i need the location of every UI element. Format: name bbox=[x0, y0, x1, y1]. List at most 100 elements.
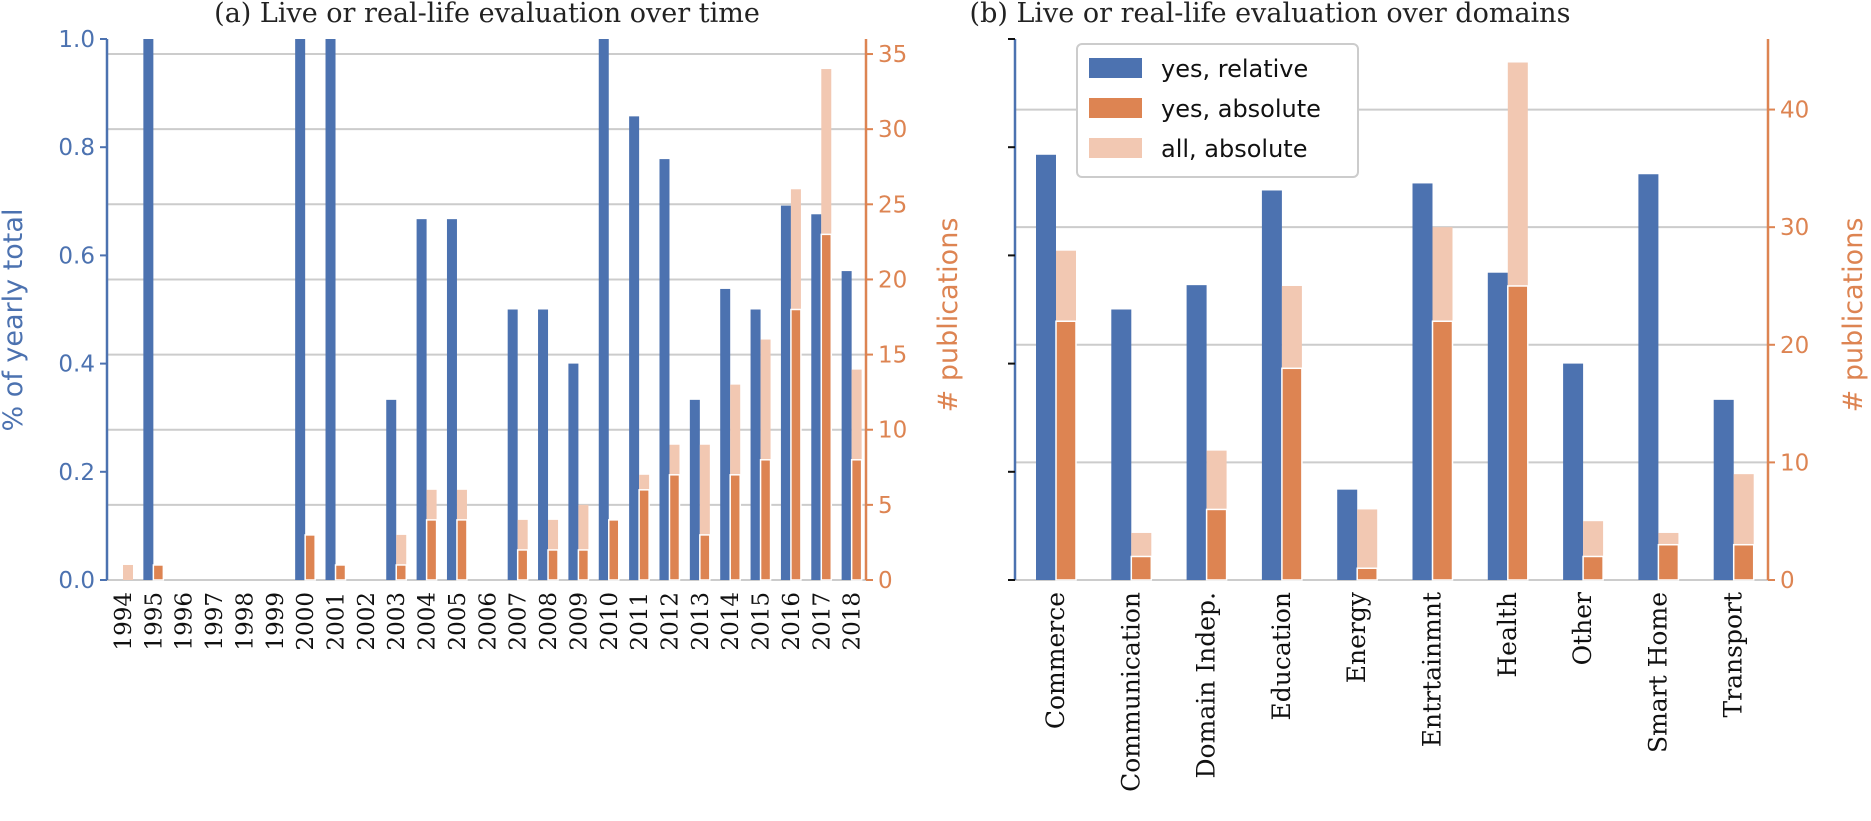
bar-relative-2015 bbox=[750, 309, 761, 580]
legend-swatch-yes-relative bbox=[1089, 58, 1142, 78]
x-tick-label-2009: 2009 bbox=[566, 592, 592, 651]
chart-title-b: (b) Live or real-life evaluation over do… bbox=[970, 0, 1571, 29]
bar-relative-2007 bbox=[507, 309, 518, 580]
bar-relative-entrtainmnt bbox=[1412, 183, 1433, 580]
x-tick-label-energy: Energy bbox=[1342, 591, 1371, 683]
y-axis-label-right-a: # publications bbox=[933, 218, 964, 413]
bar-absolute-entrtainmnt bbox=[1431, 320, 1454, 581]
bar-relative-health bbox=[1487, 272, 1508, 580]
y-tick-left-label: 0.2 bbox=[58, 460, 95, 486]
x-tick-label-2011: 2011 bbox=[627, 592, 653, 651]
bar-absolute-2014 bbox=[729, 474, 741, 581]
bar-absolute-health bbox=[1507, 285, 1529, 581]
bar-relative-energy bbox=[1337, 489, 1358, 580]
y-tick-right-label: 30 bbox=[878, 117, 907, 143]
bar-absolute-commerce bbox=[1055, 320, 1077, 581]
axes-b bbox=[1013, 39, 1770, 580]
y-tick-left-label: 0.8 bbox=[58, 135, 95, 161]
bar-absolute-education bbox=[1281, 367, 1303, 581]
x-tick-label-2013: 2013 bbox=[688, 592, 714, 651]
bar-relative-2016 bbox=[780, 205, 791, 581]
bar-relative-2001 bbox=[325, 39, 336, 580]
ticks-a: 0 5 10 15 20 25 30 35 0.0 0.2 0.4 0.6 0.8 1.0 1994 1995… bbox=[58, 27, 907, 651]
y-tick-right-label: 20 bbox=[878, 267, 907, 293]
x-tick-label-1999: 1999 bbox=[263, 592, 289, 651]
bar-absolute-1995 bbox=[152, 564, 165, 581]
bar-relative-2013 bbox=[689, 399, 700, 580]
gridlines-a bbox=[107, 53, 866, 581]
bar-relative-2014 bbox=[720, 288, 731, 580]
bar-absolute-2008 bbox=[547, 549, 559, 581]
bar-absolute-2010 bbox=[608, 519, 620, 581]
x-tick-label-entrtainmnt: Entrtainmnt bbox=[1418, 592, 1447, 747]
bar-relative-smart-home bbox=[1638, 174, 1659, 580]
y-tick-left-label: 1.0 bbox=[58, 27, 95, 53]
x-tick-label-1997: 1997 bbox=[202, 592, 228, 651]
bar-relative-2005 bbox=[446, 219, 457, 580]
legend-b: yes, relative yes, absolute all, absolute bbox=[1076, 43, 1359, 178]
bar-absolute-smart-home bbox=[1657, 543, 1680, 581]
bar-absolute-2015 bbox=[759, 459, 772, 581]
bar-absolute-2003 bbox=[395, 564, 407, 581]
legend-swatch-all-absolute bbox=[1089, 138, 1142, 158]
x-tick-label-domain-indep: Domain Indep. bbox=[1192, 592, 1221, 778]
x-tick-label-2017: 2017 bbox=[809, 592, 835, 651]
x-tick-label-2012: 2012 bbox=[657, 592, 683, 651]
x-tick-label-education: Education bbox=[1267, 592, 1296, 720]
bar-relative-2000 bbox=[295, 39, 306, 580]
x-tick-label-2018: 2018 bbox=[840, 592, 866, 651]
x-tick-label-2004: 2004 bbox=[415, 592, 441, 651]
x-tick-label-2007: 2007 bbox=[506, 592, 532, 651]
bar-all-absolute-1994 bbox=[123, 564, 133, 580]
legend-label-all-absolute: all, absolute bbox=[1161, 135, 1307, 163]
y-tick-right-label: 25 bbox=[878, 192, 907, 218]
bar-all-absolute-2009 bbox=[578, 504, 589, 580]
x-tick-label-1994: 1994 bbox=[111, 592, 137, 651]
bar-relative-2009 bbox=[568, 363, 579, 580]
bar-absolute-domain-indep bbox=[1205, 508, 1228, 581]
x-tick-label-health: Health bbox=[1493, 592, 1522, 678]
bar-absolute-2000 bbox=[304, 534, 316, 581]
bar-relative-2012 bbox=[659, 159, 670, 581]
bar-absolute-2009 bbox=[577, 549, 590, 581]
bar-absolute-2004 bbox=[425, 519, 438, 581]
bar-relative-other bbox=[1563, 363, 1584, 580]
x-tick-label-2002: 2002 bbox=[354, 592, 380, 651]
x-tick-label-1996: 1996 bbox=[172, 592, 198, 651]
y-tick-right-label: 5 bbox=[878, 493, 893, 519]
bar-absolute-2001 bbox=[334, 564, 347, 581]
chart-title-a: (a) Live or real-life evaluation over ti… bbox=[214, 0, 760, 29]
bar-relative-transport bbox=[1713, 399, 1734, 580]
bar-relative-2010 bbox=[598, 39, 609, 580]
x-tick-label-other: Other bbox=[1568, 592, 1597, 665]
bar-relative-2018 bbox=[841, 271, 852, 580]
bars-b bbox=[1036, 62, 1755, 581]
x-tick-label-2001: 2001 bbox=[324, 592, 350, 651]
x-tick-label-2003: 2003 bbox=[384, 592, 410, 651]
y-tick-right-label: 0 bbox=[878, 568, 893, 594]
y-axis-label-right-b: # publications bbox=[1838, 218, 1869, 413]
y-tick-right-label: 30 bbox=[1780, 215, 1809, 241]
chart-panel-a: (a) Live or real-life evaluation over ti… bbox=[0, 0, 964, 651]
bar-absolute-2016 bbox=[790, 308, 802, 581]
bar-absolute-2012 bbox=[668, 474, 681, 581]
bars-a bbox=[123, 39, 863, 581]
bar-absolute-other bbox=[1582, 555, 1604, 581]
bar-relative-1995 bbox=[143, 39, 154, 580]
bar-relative-2004 bbox=[416, 219, 427, 580]
x-tick-label-1998: 1998 bbox=[232, 592, 258, 651]
legend-label-yes-relative: yes, relative bbox=[1161, 55, 1308, 83]
y-tick-left-label: 0.4 bbox=[58, 352, 95, 378]
x-tick-label-commerce: Commerce bbox=[1041, 592, 1070, 729]
bar-relative-communication bbox=[1111, 309, 1132, 580]
y-tick-left-label: 0.0 bbox=[58, 568, 95, 594]
y-tick-right-label: 10 bbox=[1780, 450, 1809, 476]
bar-absolute-energy bbox=[1356, 567, 1378, 581]
y-axis-label-left-a: % of yearly total bbox=[0, 209, 29, 432]
y-tick-left-label: 0.6 bbox=[58, 243, 95, 269]
bar-all-absolute-energy bbox=[1357, 509, 1378, 580]
y-tick-right-label: 20 bbox=[1780, 333, 1809, 359]
bar-absolute-2017 bbox=[820, 233, 833, 581]
bar-relative-2011 bbox=[629, 116, 640, 580]
